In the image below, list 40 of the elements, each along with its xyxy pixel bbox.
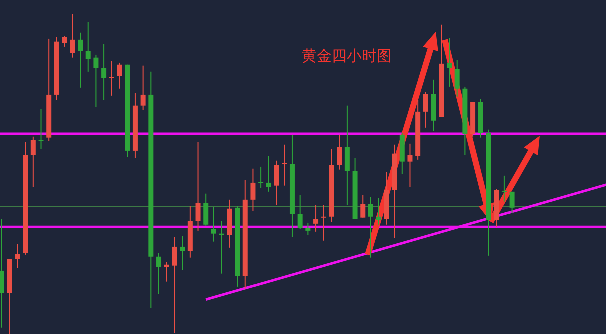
candlestick — [368, 196, 374, 258]
candlestick — [204, 193, 209, 226]
candlestick — [109, 60, 114, 96]
candlestick — [102, 44, 107, 101]
candlestick — [454, 60, 460, 98]
candlestick — [172, 236, 178, 334]
candlestick — [211, 206, 216, 242]
candlestick — [446, 38, 452, 88]
candlestick — [258, 166, 264, 189]
candlestick — [502, 175, 507, 202]
candlestick — [408, 143, 413, 188]
candlestick — [376, 198, 382, 226]
candlestick — [314, 204, 319, 232]
candlestick — [156, 252, 162, 294]
candlestick — [360, 194, 366, 218]
candlestick — [70, 14, 76, 58]
candlestick — [321, 204, 326, 242]
candlestick — [306, 222, 311, 236]
candlestick — [62, 36, 68, 48]
candlestick — [94, 54, 99, 108]
candlestick — [266, 156, 272, 192]
text: 黄金四小时图 — [302, 47, 392, 65]
candlestick — [86, 22, 91, 72]
candlestick — [274, 160, 280, 206]
candlestick — [38, 108, 44, 150]
candlestick — [180, 236, 186, 270]
candlestick — [423, 92, 428, 128]
candlestick — [344, 105, 350, 206]
candlestick — [510, 191, 515, 214]
candlestick — [0, 218, 4, 328]
candlestick — [337, 134, 342, 170]
candlestick — [30, 136, 36, 188]
candlestick — [250, 168, 256, 212]
candlestick — [298, 194, 303, 230]
candlestick — [140, 65, 146, 110]
candlestick — [15, 244, 20, 269]
candlestick — [117, 62, 122, 90]
candlestick — [78, 32, 84, 88]
candlestick — [196, 142, 201, 232]
candlestick — [282, 144, 288, 186]
